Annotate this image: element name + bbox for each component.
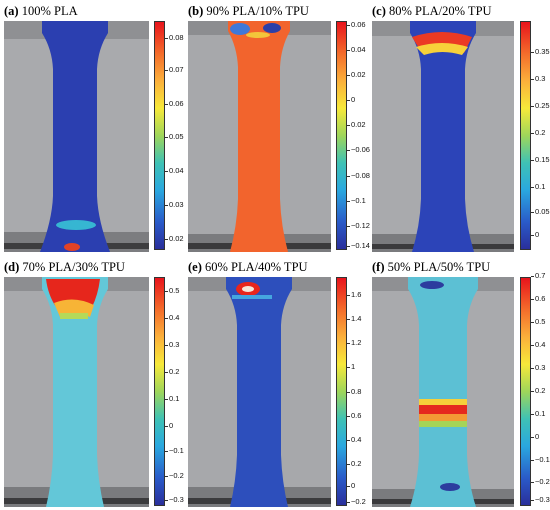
tick-f-5: 0.2	[530, 386, 546, 395]
panel-c-colorbar	[520, 21, 531, 250]
tick-e-2: 1.2	[346, 338, 362, 347]
tick-e-7: 0.2	[346, 459, 362, 468]
tick-e-8: 0	[346, 481, 356, 490]
tick-b-8: −0.12	[347, 221, 370, 230]
tick-d-3: 0.2	[164, 367, 180, 376]
tick-f-10: −0.3	[531, 495, 550, 504]
panel-e-colorbar	[336, 277, 347, 506]
panel-f: (f) 50% PLA/50% TPU 0.7 0.6 0.5 0.4 0.3 …	[372, 260, 550, 508]
tick-a-5: 0.03	[165, 200, 184, 209]
panel-e-title: (e) 60% PLA/40% TPU	[188, 260, 308, 274]
tick-e-5: 0.6	[346, 411, 362, 420]
tick-c-7: 0	[530, 230, 540, 239]
panel-c: (c) 80% PLA/20% TPU 0.35 0.3 0.25 0.2 0.…	[372, 4, 550, 254]
tick-f-6: 0.1	[530, 409, 546, 418]
panel-e: (e) 60% PLA/40% TPU 1.6 1.4 1.2 1 0.8 0.…	[188, 260, 370, 508]
panel-d-colorbar	[154, 277, 165, 506]
tick-e-9: −0.2	[347, 497, 366, 506]
tick-f-4: 0.3	[530, 363, 546, 372]
panel-a-colorbar	[154, 21, 165, 250]
tick-f-0: 0.7	[530, 271, 546, 280]
panel-e-image	[188, 277, 331, 507]
tick-b-6: −0.08	[347, 171, 370, 180]
tick-f-3: 0.4	[530, 340, 546, 349]
tick-b-0: 0.06	[347, 20, 366, 29]
panel-d: (d) 70% PLA/30% TPU 0.5 0.4 0.3 0.2 0.1 …	[4, 260, 184, 508]
tick-b-9: −0.14	[347, 241, 370, 250]
panel-b-image	[188, 21, 331, 252]
tick-d-1: 0.4	[164, 313, 180, 322]
tick-a-6: 0.02	[165, 234, 184, 243]
tick-c-6: 0.05	[531, 207, 550, 216]
tick-d-5: 0	[164, 421, 174, 430]
tick-b-5: −0.06	[347, 145, 370, 154]
tick-c-0: 0.35	[531, 47, 550, 56]
tick-c-2: 0.25	[531, 101, 550, 110]
tick-d-0: 0.5	[164, 286, 180, 295]
tick-e-4: 0.8	[346, 387, 362, 396]
panel-d-title: (d) 70% PLA/30% TPU	[4, 260, 125, 274]
panel-f-image	[372, 277, 514, 507]
tick-f-9: −0.2	[531, 477, 550, 486]
tick-a-4: 0.04	[165, 166, 184, 175]
tick-f-1: 0.6	[530, 294, 546, 303]
tick-f-7: 0	[530, 432, 540, 441]
tick-a-3: 0.05	[165, 132, 184, 141]
tick-c-1: 0.3	[530, 74, 546, 83]
tick-b-7: −0.1	[347, 196, 366, 205]
tick-d-4: 0.1	[164, 394, 180, 403]
tick-e-1: 1.4	[346, 314, 362, 323]
tick-c-5: 0.1	[530, 182, 546, 191]
tick-e-3: 1	[346, 362, 356, 371]
panel-a-title: (a) 100% PLA	[4, 4, 78, 18]
panel-c-title: (c) 80% PLA/20% TPU	[372, 4, 492, 18]
panel-b-colorbar	[336, 21, 347, 250]
tick-b-2: 0.02	[347, 70, 366, 79]
panel-a: (a) 100% PLA 0.08 0.07 0.06 0.05 0.04 0.…	[4, 4, 184, 254]
tick-c-4: 0.15	[531, 155, 550, 164]
tick-b-4: 0.02	[347, 120, 366, 129]
panel-f-title: (f) 50% PLA/50% TPU	[372, 260, 491, 274]
tick-d-7: −0.2	[165, 471, 184, 480]
tick-c-3: 0.2	[530, 128, 546, 137]
tick-f-8: −0.1	[531, 455, 550, 464]
tick-a-1: 0.07	[165, 65, 184, 74]
tick-f-2: 0.5	[530, 317, 546, 326]
tick-e-0: 1.6	[346, 290, 362, 299]
panel-b: (b) 90% PLA/10% TPU 0.06 0.04 0.02 0 0.0…	[188, 4, 370, 254]
tick-d-2: 0.3	[164, 340, 180, 349]
panel-a-image	[4, 21, 149, 252]
tick-b-3: 0	[346, 95, 356, 104]
panel-b-title: (b) 90% PLA/10% TPU	[188, 4, 309, 18]
panel-f-colorbar	[520, 277, 531, 506]
panel-d-image	[4, 277, 149, 507]
tick-d-8: −0.3	[165, 495, 184, 504]
tick-a-2: 0.06	[165, 99, 184, 108]
tick-d-6: −0.1	[165, 446, 184, 455]
panel-c-image	[372, 21, 514, 252]
tick-b-1: 0.04	[347, 45, 366, 54]
tick-e-6: 0.4	[346, 435, 362, 444]
tick-a-0: 0.08	[165, 33, 184, 42]
